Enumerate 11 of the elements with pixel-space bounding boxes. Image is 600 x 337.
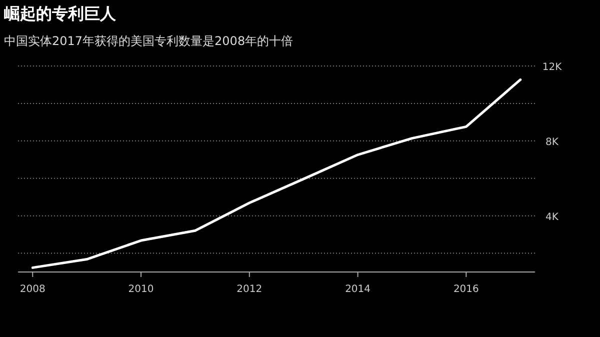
y-tick-label: 4K <box>546 212 559 223</box>
x-tick-label: 2016 <box>453 284 479 295</box>
chart-title: 崛起的专利巨人 <box>4 4 117 23</box>
y-tick-label: 8K <box>546 136 559 148</box>
x-tick-label: 2008 <box>20 284 46 295</box>
x-tick-label: 2014 <box>345 284 371 295</box>
x-tick-label: 2010 <box>128 284 154 295</box>
y-tick-label: 12K <box>542 62 562 73</box>
chart-subtitle: 中国实体2017年获得的美国专利数量是2008年的十倍 <box>4 34 294 48</box>
x-tick-label: 2012 <box>236 284 262 295</box>
line-series <box>31 78 522 269</box>
